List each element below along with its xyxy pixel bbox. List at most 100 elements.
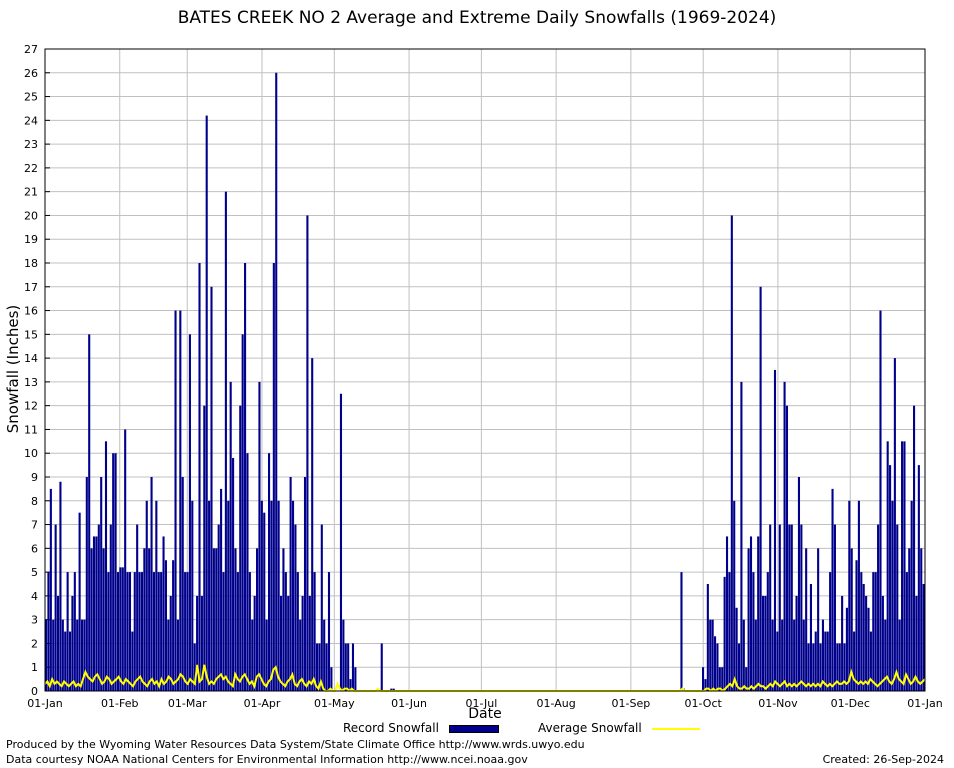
record-bar bbox=[800, 524, 803, 691]
record-bar bbox=[354, 667, 357, 691]
record-bar bbox=[279, 595, 283, 691]
record-bar bbox=[157, 572, 160, 691]
record-bar bbox=[119, 567, 122, 691]
chart-title: BATES CREEK NO 2 Average and Extreme Dai… bbox=[177, 8, 777, 28]
record-bar bbox=[754, 619, 757, 691]
record-bar bbox=[853, 631, 856, 691]
record-bar bbox=[802, 619, 805, 691]
record-bar bbox=[128, 572, 132, 691]
record-bar bbox=[308, 595, 311, 691]
y-tick-label: 4 bbox=[31, 590, 38, 603]
record-bar bbox=[759, 286, 762, 691]
record-bar bbox=[841, 595, 844, 691]
record-bar bbox=[54, 524, 57, 691]
record-bar bbox=[749, 536, 753, 691]
record-bar bbox=[776, 631, 779, 691]
record-bar bbox=[109, 524, 112, 691]
record-bar bbox=[752, 572, 755, 691]
record-bar bbox=[224, 191, 227, 691]
y-tick-label: 10 bbox=[24, 447, 38, 460]
record-bar bbox=[764, 595, 767, 691]
record-bar bbox=[857, 500, 860, 691]
record-bar bbox=[260, 500, 263, 691]
record-bar bbox=[812, 643, 815, 691]
record-bar bbox=[251, 619, 254, 691]
record-bars bbox=[45, 72, 925, 692]
record-bar bbox=[824, 631, 827, 691]
record-bar bbox=[131, 631, 134, 691]
x-tick-label: 01-Nov bbox=[758, 697, 798, 710]
record-bar bbox=[244, 263, 247, 691]
record-bar bbox=[76, 619, 79, 691]
record-bar bbox=[236, 572, 239, 691]
record-bar bbox=[826, 631, 829, 691]
record-bar bbox=[742, 619, 745, 691]
record-bar bbox=[265, 619, 268, 691]
record-bar bbox=[198, 263, 201, 691]
record-bar bbox=[176, 619, 179, 691]
record-bar bbox=[205, 115, 208, 692]
record-bar bbox=[169, 595, 172, 691]
record-bar bbox=[805, 548, 808, 691]
record-bar bbox=[186, 572, 189, 691]
record-bar bbox=[884, 619, 887, 691]
record-bar bbox=[208, 500, 211, 691]
record-bar bbox=[152, 572, 155, 691]
record-bar bbox=[174, 310, 177, 691]
x-tick-label: 01-Jul bbox=[465, 697, 497, 710]
record-bar bbox=[318, 643, 321, 691]
record-bar bbox=[212, 548, 215, 691]
record-bar bbox=[785, 405, 789, 691]
x-tick-label: 01-Oct bbox=[685, 697, 723, 710]
record-bar bbox=[232, 457, 235, 691]
legend-record-swatch bbox=[448, 724, 499, 733]
record-bar bbox=[680, 572, 683, 691]
record-bar bbox=[184, 572, 187, 691]
record-bar bbox=[793, 619, 796, 691]
record-bar bbox=[301, 595, 304, 691]
y-tick-label: 6 bbox=[31, 542, 38, 555]
x-tick-label: 01-Sep bbox=[612, 697, 651, 710]
record-bar bbox=[227, 500, 230, 691]
record-bar bbox=[766, 572, 769, 691]
record-bar bbox=[52, 619, 55, 691]
record-bar bbox=[116, 572, 120, 691]
record-bar bbox=[299, 619, 302, 691]
record-bar bbox=[879, 310, 882, 691]
record-bar bbox=[913, 405, 916, 691]
record-bar bbox=[901, 441, 904, 691]
record-bar bbox=[311, 358, 314, 691]
record-bar bbox=[181, 477, 184, 691]
record-bar bbox=[829, 572, 832, 691]
record-bar bbox=[325, 643, 328, 691]
record-bar bbox=[886, 441, 889, 691]
record-bar bbox=[920, 548, 923, 691]
y-tick-label: 8 bbox=[31, 495, 38, 508]
record-bar bbox=[735, 607, 738, 691]
record-bar bbox=[330, 667, 333, 691]
record-bar bbox=[315, 643, 319, 691]
record-bar bbox=[788, 524, 791, 691]
record-bar bbox=[845, 607, 848, 691]
plot-frame bbox=[44, 48, 926, 692]
record-bar bbox=[838, 643, 841, 691]
record-bar bbox=[896, 524, 899, 691]
record-bar bbox=[342, 619, 345, 691]
record-bar bbox=[203, 405, 206, 691]
record-bar bbox=[138, 572, 141, 691]
record-bar bbox=[61, 619, 64, 691]
record-bar bbox=[179, 310, 182, 691]
record-bar bbox=[253, 595, 256, 691]
record-bar bbox=[910, 500, 913, 691]
y-tick-label: 12 bbox=[24, 400, 38, 413]
x-tick-label: 01-Apr bbox=[244, 697, 281, 710]
record-bar bbox=[833, 524, 836, 691]
record-bar bbox=[807, 643, 810, 691]
record-bar bbox=[809, 584, 813, 691]
record-bar bbox=[817, 548, 820, 691]
record-bar bbox=[133, 572, 136, 691]
record-bar bbox=[229, 381, 232, 691]
record-bar bbox=[706, 584, 709, 691]
record-bar bbox=[47, 572, 50, 691]
legend-average-label: Average Snowfall bbox=[538, 721, 642, 735]
